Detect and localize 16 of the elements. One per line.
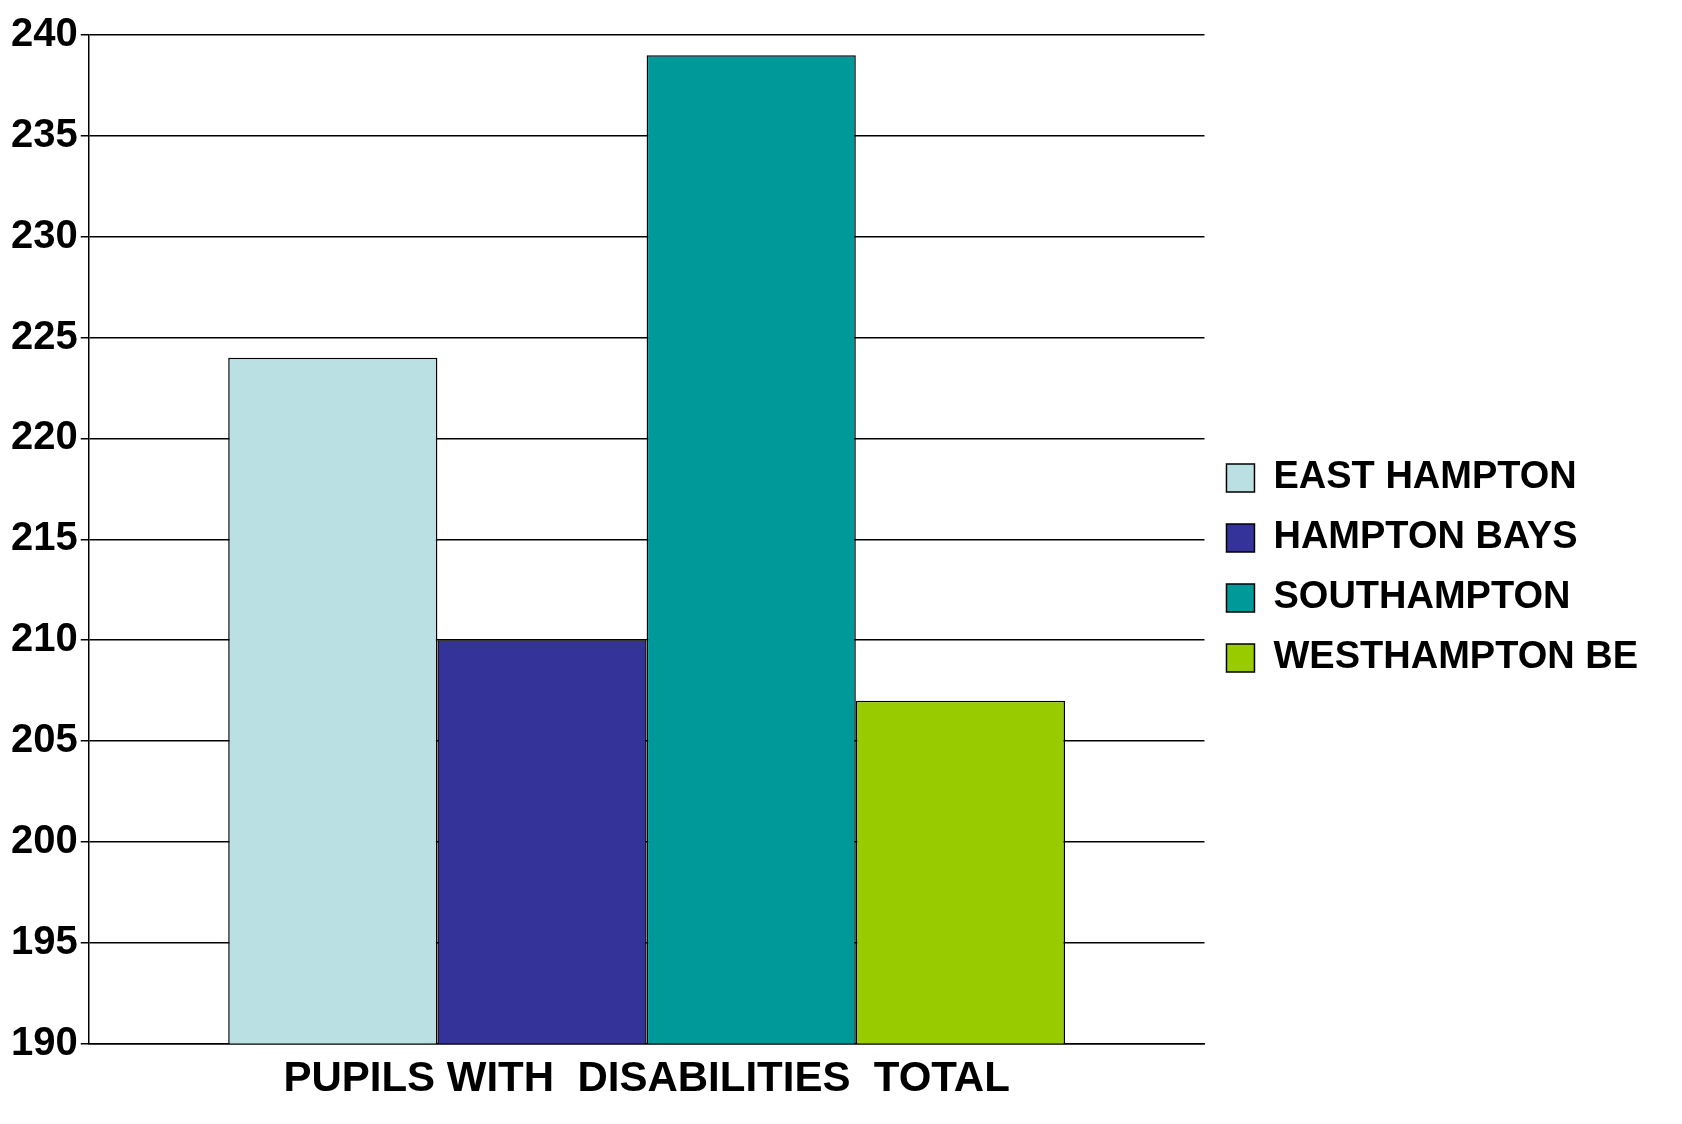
y-tick-label: 215: [10, 514, 78, 559]
y-tick-label: 225: [10, 312, 78, 357]
legend-label: SOUTHAMPTON: [1273, 574, 1571, 617]
y-tick-label: 210: [10, 615, 78, 660]
y-tick-label: 240: [10, 10, 78, 55]
legend-label: EAST HAMPTON: [1273, 454, 1577, 497]
y-tick-label: 195: [10, 917, 78, 962]
y-tick-label: 200: [10, 816, 78, 861]
y-tick-label: 190: [10, 1018, 78, 1063]
y-tick-label: 235: [10, 110, 78, 155]
y-tick-label: 220: [10, 413, 78, 458]
legend-label: WESTHAMPTON BE: [1273, 634, 1639, 677]
y-tick-label: 230: [10, 211, 78, 256]
y-tick-label: 205: [10, 716, 78, 761]
legend-label: HAMPTON BAYS: [1273, 514, 1578, 557]
x-tick-label: PUPILS WITH DISABILITIES TOTAL: [283, 1053, 1010, 1101]
